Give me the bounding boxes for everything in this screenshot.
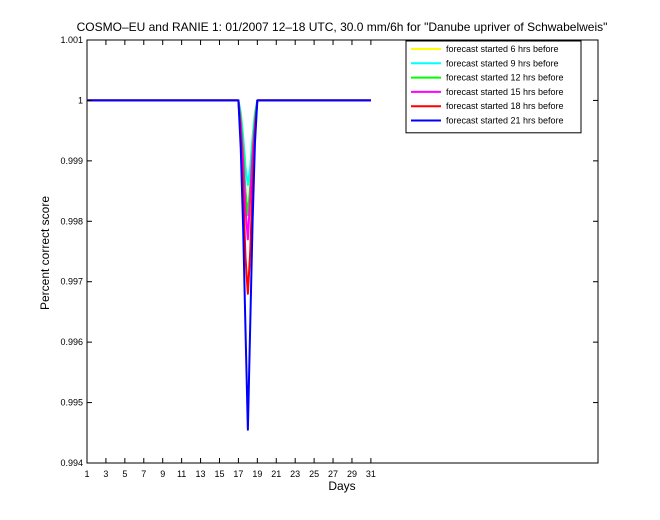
- x-tick-label: 15: [214, 469, 224, 479]
- y-tick-label: 0.998: [60, 216, 83, 226]
- x-tick-label: 25: [309, 469, 319, 479]
- x-tick-label: 9: [160, 469, 165, 479]
- y-axis: 0.994 0.995 0.996 0.997 0.998 0.999 1 1.001: [60, 35, 598, 468]
- y-tick-label: 1.001: [60, 35, 83, 45]
- chart-title: COSMO–EU and RANIE 1: 01/2007 12–18 UTC,…: [77, 20, 608, 34]
- x-tick-label: 27: [328, 469, 338, 479]
- x-tick-label: 19: [252, 469, 262, 479]
- legend-label: forecast started 15 hrs before: [446, 87, 564, 97]
- legend-label: forecast started 18 hrs before: [446, 101, 564, 111]
- x-tick-label: 13: [196, 469, 206, 479]
- x-tick-label: 17: [233, 469, 243, 479]
- y-tick-label: 1: [78, 95, 83, 105]
- series-layer: [87, 99, 371, 431]
- x-tick-label: 5: [122, 469, 127, 479]
- y-tick-label: 0.994: [60, 458, 83, 468]
- x-tick-label: 11: [177, 469, 186, 479]
- x-tick-label: 23: [290, 469, 300, 479]
- x-tick-label: 3: [103, 469, 108, 479]
- x-tick-label: 7: [141, 469, 146, 479]
- y-axis-label: Percent correct score: [38, 196, 52, 310]
- x-axis-label: Days: [328, 479, 355, 493]
- legend: forecast started 6 hrs before forecast st…: [405, 40, 582, 134]
- x-tick-label: 31: [366, 469, 376, 479]
- series-line: [87, 99, 371, 431]
- x-tick-label: 29: [347, 469, 357, 479]
- legend-box: [405, 40, 582, 134]
- y-tick-label: 0.995: [60, 398, 83, 408]
- y-tick-label: 0.999: [60, 156, 83, 166]
- x-tick-label: 21: [271, 469, 281, 479]
- legend-label: forecast started 9 hrs before: [446, 58, 559, 68]
- y-tick-label: 0.997: [60, 277, 83, 287]
- x-tick-label: 1: [84, 469, 89, 479]
- legend-label: forecast started 6 hrs before: [446, 44, 559, 54]
- x-axis: 1 3 5 7 9 11 13 15 17 19 21 23 25 27 29 31: [84, 40, 376, 479]
- legend-label: forecast started 21 hrs before: [446, 116, 564, 126]
- y-tick-label: 0.996: [60, 337, 83, 347]
- legend-label: forecast started 12 hrs before: [446, 73, 564, 83]
